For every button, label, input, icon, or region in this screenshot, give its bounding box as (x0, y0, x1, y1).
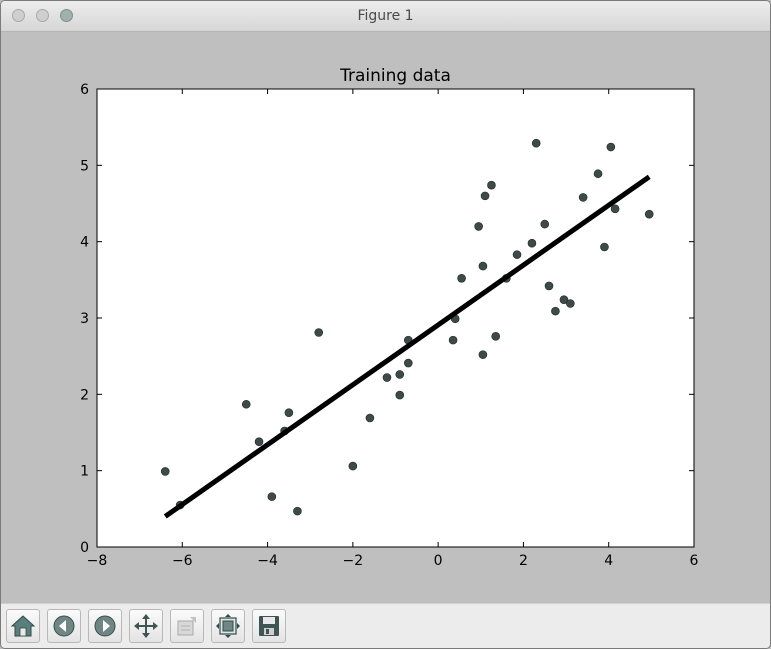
data-point (478, 350, 488, 359)
data-point (512, 250, 522, 259)
x-tick-label: −4 (257, 553, 278, 569)
forward-button[interactable] (88, 609, 122, 643)
data-point (241, 399, 251, 409)
data-point (487, 180, 496, 190)
pan-button[interactable] (129, 609, 163, 643)
title-bar: Figure 1 (1, 1, 770, 32)
back-arrow-icon (53, 615, 75, 637)
data-point (448, 335, 458, 345)
x-tick-label: 4 (604, 553, 613, 569)
data-point (474, 222, 483, 231)
data-point (480, 191, 490, 201)
back-button[interactable] (47, 609, 81, 643)
zoom-button[interactable] (170, 609, 204, 643)
navigation-toolbar (1, 603, 770, 648)
data-point (610, 204, 620, 214)
data-point (254, 437, 264, 446)
subplots-icon (216, 614, 240, 638)
x-tick-label: 2 (519, 553, 528, 569)
data-point (644, 209, 654, 219)
data-point (457, 274, 466, 283)
floppy-disk-icon (259, 616, 279, 636)
subplots-button[interactable] (211, 609, 245, 643)
data-point (566, 299, 575, 308)
figure-canvas[interactable]: Training data −8 −6 −4 −2 0 2 4 6 0 1 2 3 4 5 6 (1, 32, 770, 603)
scatter-chart: Training data −8 −6 −4 −2 0 2 4 6 0 1 2 3 4 5 6 (80, 66, 699, 569)
data-point (478, 261, 488, 271)
x-tick-label: −8 (87, 553, 108, 569)
window-title: Figure 1 (357, 8, 414, 24)
forward-arrow-icon (94, 615, 116, 637)
data-point (551, 306, 560, 316)
plot-background (96, 88, 695, 548)
data-point (606, 142, 616, 152)
data-point (314, 328, 324, 337)
data-point (395, 390, 405, 400)
data-point (395, 370, 405, 379)
close-window-button[interactable] (12, 9, 25, 22)
save-button[interactable] (252, 609, 286, 643)
data-point (540, 219, 550, 229)
data-point (160, 467, 170, 476)
y-tick-label: 6 (80, 82, 89, 98)
data-point (593, 169, 603, 179)
x-tick-label: −6 (172, 553, 193, 569)
x-tick-label: 0 (434, 553, 443, 569)
data-point (293, 506, 302, 516)
data-point (403, 358, 413, 368)
chart-title: Training data (339, 66, 451, 86)
home-button[interactable] (6, 609, 40, 643)
data-point (348, 461, 358, 471)
data-point (267, 492, 277, 501)
data-point (544, 281, 554, 291)
y-tick-label: 2 (80, 387, 89, 403)
data-point (600, 242, 609, 252)
data-point (491, 332, 501, 341)
x-tick-label: −2 (343, 553, 364, 569)
y-tick-label: 5 (80, 158, 89, 174)
y-tick-label: 0 (80, 540, 89, 556)
data-point (284, 408, 294, 417)
data-point (382, 373, 392, 382)
data-point (527, 238, 537, 248)
minimize-window-button[interactable] (36, 9, 49, 22)
regression-line (163, 174, 651, 519)
data-point (365, 413, 375, 423)
y-tick-label: 1 (80, 464, 89, 480)
data-point (559, 295, 569, 304)
data-point (578, 193, 588, 202)
zoom-rect-icon (177, 617, 196, 636)
y-tick-label: 3 (80, 311, 89, 327)
move-arrows-icon (134, 614, 158, 638)
data-point (531, 138, 541, 148)
y-tick-label: 4 (80, 235, 89, 251)
zoom-window-button[interactable] (60, 9, 73, 22)
x-tick-label: 6 (690, 553, 699, 569)
home-icon (10, 615, 36, 637)
